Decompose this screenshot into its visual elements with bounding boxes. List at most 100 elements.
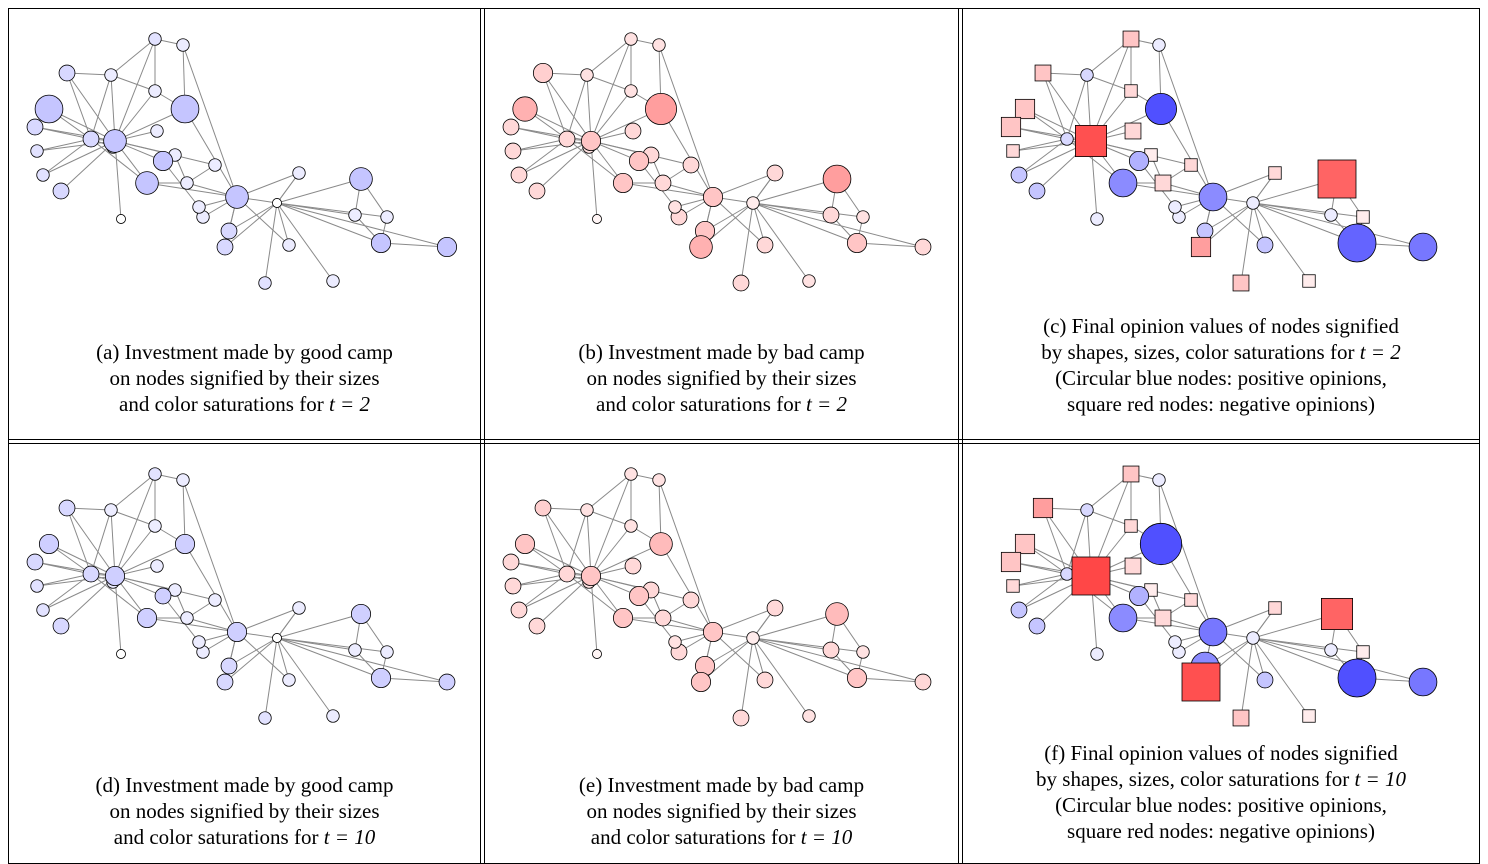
- node-circle: [510, 166, 528, 184]
- edge: [1252, 637, 1424, 683]
- nodes-c: [1000, 30, 1438, 292]
- caption-line: by shapes, sizes, color saturations for …: [1036, 767, 1406, 791]
- node-circle: [825, 602, 849, 626]
- node-circle: [914, 673, 932, 691]
- node-circle: [732, 274, 750, 292]
- node-square: [1190, 236, 1212, 258]
- node-square: [1320, 597, 1353, 630]
- top-border: [8, 8, 1480, 9]
- edge: [510, 561, 592, 577]
- node-circle: [624, 122, 642, 140]
- edge: [182, 479, 238, 633]
- node-circle: [282, 673, 296, 687]
- node-circle: [628, 150, 650, 172]
- node-circle: [1256, 236, 1274, 254]
- node-circle: [802, 709, 816, 723]
- edge: [66, 507, 116, 577]
- node-circle: [1060, 567, 1074, 581]
- graph-b: [502, 32, 932, 292]
- edges-d: [34, 473, 448, 719]
- node-circle: [822, 206, 840, 224]
- edge: [110, 509, 116, 577]
- caption-d: (d) Investment made by good camp on nodes…: [9, 772, 480, 850]
- edge: [590, 38, 632, 142]
- node-circle: [558, 130, 576, 148]
- node-circle: [58, 499, 76, 517]
- edge: [752, 202, 810, 282]
- node-circle: [502, 553, 520, 571]
- node-circle: [282, 238, 296, 252]
- node-circle: [176, 473, 190, 487]
- edge: [1158, 44, 1214, 198]
- edge: [42, 575, 116, 611]
- edge: [276, 202, 290, 246]
- edge: [1066, 509, 1088, 575]
- edge: [586, 509, 632, 527]
- node-circle: [208, 158, 222, 172]
- panel-b: (b) Investment made by bad camp on nodes …: [485, 9, 958, 439]
- node-circle: [668, 200, 682, 214]
- node-circle: [514, 533, 536, 555]
- node-circle: [438, 673, 456, 691]
- node-circle: [822, 164, 852, 194]
- node-circle: [216, 673, 234, 691]
- edge: [276, 637, 388, 653]
- node-circle: [148, 32, 162, 46]
- edge: [34, 561, 116, 577]
- node-circle: [116, 649, 126, 659]
- edge: [276, 637, 290, 681]
- node-circle: [154, 587, 172, 605]
- edge: [380, 242, 448, 248]
- node-circle: [746, 631, 760, 645]
- edge: [34, 126, 116, 142]
- edge: [1204, 202, 1254, 232]
- node-circle: [528, 182, 546, 200]
- node-circle: [624, 519, 638, 533]
- edge: [276, 202, 388, 218]
- node-circle: [1080, 503, 1094, 517]
- node-square: [1268, 601, 1282, 615]
- node-circle: [82, 565, 100, 583]
- edge: [90, 509, 112, 575]
- caption-line: (f) Final opinion values of nodes signif…: [1044, 741, 1398, 765]
- node-circle: [104, 503, 118, 517]
- edge: [228, 202, 278, 232]
- node-circle: [380, 645, 394, 659]
- edge: [586, 473, 632, 511]
- edge: [182, 44, 238, 198]
- node-square: [1317, 159, 1357, 199]
- edge: [114, 38, 156, 142]
- edge: [622, 617, 714, 633]
- node-square: [1075, 125, 1108, 158]
- node-circle: [380, 210, 394, 224]
- edge: [36, 573, 92, 587]
- node-circle: [26, 118, 44, 136]
- node-circle: [510, 601, 528, 619]
- nodes-d: [26, 467, 456, 725]
- edge: [536, 140, 592, 192]
- node-circle: [1144, 93, 1177, 126]
- node-square: [1124, 84, 1138, 98]
- edge: [590, 525, 632, 577]
- edge: [512, 573, 568, 587]
- left-border: [8, 8, 9, 864]
- node-circle: [652, 473, 666, 487]
- node-circle: [756, 236, 774, 254]
- node-circle: [152, 150, 174, 172]
- node-circle: [104, 68, 118, 82]
- edge: [752, 637, 810, 717]
- node-square: [1154, 174, 1172, 192]
- edge: [184, 543, 238, 633]
- node-circle: [682, 591, 700, 609]
- edge: [228, 637, 278, 667]
- node-circle: [225, 185, 249, 209]
- node-circle: [58, 64, 76, 82]
- node-circle: [644, 93, 677, 126]
- node-circle: [1128, 150, 1150, 172]
- edge: [90, 74, 112, 140]
- edge: [586, 38, 632, 76]
- node-square: [1184, 593, 1198, 607]
- node-square: [1184, 158, 1198, 172]
- node-circle: [1010, 166, 1028, 184]
- node-square: [1014, 533, 1036, 555]
